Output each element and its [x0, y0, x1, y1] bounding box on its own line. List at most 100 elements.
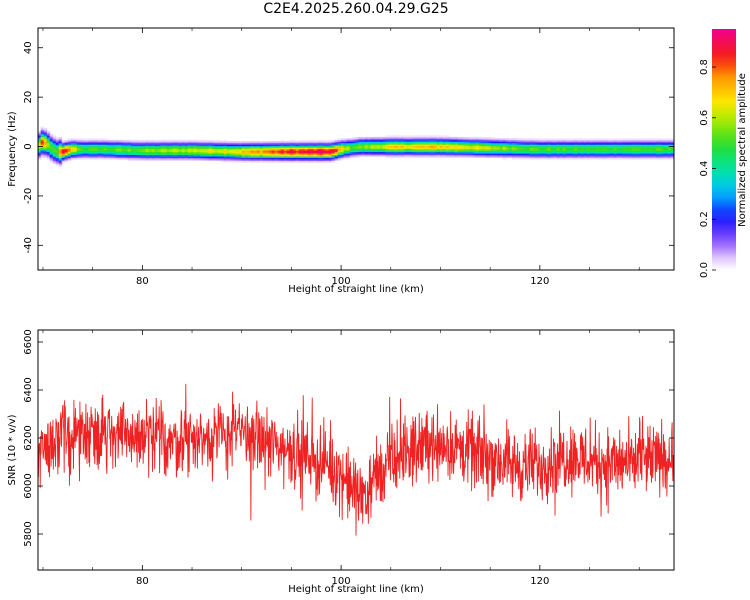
heatmap-cell: [412, 153, 417, 156]
heatmap-cell: [352, 148, 357, 151]
heatmap-cell: [634, 141, 639, 144]
heatmap-cell: [193, 139, 198, 142]
heatmap-cell: [109, 157, 114, 160]
heatmap-cell: [277, 145, 282, 148]
heatmap-cell: [385, 136, 390, 139]
heatmap-cell: [394, 153, 399, 156]
heatmap-cell: [433, 135, 438, 138]
heatmap-cell: [49, 142, 54, 145]
heatmap-cell: [205, 145, 210, 148]
heatmap-cell: [316, 139, 321, 142]
heatmap-cell: [370, 142, 375, 145]
heatmap-cell: [55, 154, 60, 157]
heatmap-cell: [112, 153, 117, 156]
heatmap-cell: [424, 148, 429, 151]
heatmap-cell: [571, 154, 576, 157]
heatmap-cell: [316, 153, 321, 156]
heatmap-cell: [181, 141, 186, 144]
heatmap-cell: [193, 141, 198, 144]
heatmap-cell: [637, 144, 642, 147]
heatmap-cell: [280, 160, 285, 163]
heatmap-cell: [208, 150, 213, 153]
heatmap-cell: [604, 141, 609, 144]
heatmap-cell: [616, 156, 621, 159]
heatmap-cell: [85, 147, 90, 150]
heatmap-cell: [127, 156, 132, 159]
heatmap-cell: [49, 138, 54, 141]
heatmap-cell: [316, 157, 321, 160]
heatmap-cell: [292, 151, 297, 154]
heatmap-cell: [274, 141, 279, 144]
heatmap-cell: [427, 135, 432, 138]
heatmap-cell: [469, 156, 474, 159]
heatmap-cell: [313, 160, 318, 163]
heatmap-cell: [574, 157, 579, 160]
heatmap-cell: [100, 150, 105, 153]
heatmap-cell: [49, 141, 54, 144]
heatmap-cell: [610, 151, 615, 154]
heatmap-cell: [331, 142, 336, 145]
heatmap-cell: [247, 157, 252, 160]
heatmap-cell: [373, 142, 378, 145]
heatmap-cell: [430, 141, 435, 144]
heatmap-cell: [535, 138, 540, 141]
heatmap-cell: [646, 148, 651, 151]
heatmap-cell: [115, 157, 120, 160]
heatmap-cell: [433, 136, 438, 139]
heatmap-cell: [442, 154, 447, 157]
heatmap-cell: [301, 156, 306, 159]
heatmap-cell: [394, 151, 399, 154]
heatmap-cell: [349, 145, 354, 148]
heatmap-cell: [502, 148, 507, 151]
heatmap-cell: [337, 144, 342, 147]
heatmap-cell: [610, 150, 615, 153]
heatmap-cell: [268, 142, 273, 145]
heatmap-cell: [325, 157, 330, 160]
heatmap-cell: [106, 139, 111, 142]
heatmap-cell: [307, 159, 312, 162]
heatmap-cell: [559, 157, 564, 160]
heatmap-cell: [88, 145, 93, 148]
heatmap-cell: [364, 138, 369, 141]
heatmap-cell: [646, 139, 651, 142]
heatmap-cell: [343, 153, 348, 156]
heatmap-cell: [604, 151, 609, 154]
heatmap-cell: [154, 150, 159, 153]
heatmap-cell: [256, 144, 261, 147]
heatmap-cell: [421, 153, 426, 156]
heatmap-cell: [559, 141, 564, 144]
heatmap-cell: [397, 144, 402, 147]
heatmap-cell: [64, 159, 69, 162]
heatmap-cell: [475, 144, 480, 147]
heatmap-cell: [262, 156, 267, 159]
heatmap-cell: [46, 148, 51, 151]
heatmap-cell: [64, 144, 69, 147]
heatmap-cell: [61, 159, 66, 162]
heatmap-cell: [259, 141, 264, 144]
heatmap-cell: [475, 153, 480, 156]
heatmap-cell: [280, 151, 285, 154]
heatmap-cell: [448, 139, 453, 142]
heatmap-cell: [211, 141, 216, 144]
heatmap-cell: [274, 150, 279, 153]
heatmap-cell: [451, 148, 456, 151]
heatmap-cell: [529, 156, 534, 159]
heatmap-cell: [43, 138, 48, 141]
heatmap-cell: [310, 159, 315, 162]
heatmap-cell: [349, 139, 354, 142]
heatmap-cell: [232, 145, 237, 148]
heatmap-cell: [415, 141, 420, 144]
heatmap-cell: [349, 148, 354, 151]
heatmap-cell: [100, 144, 105, 147]
heatmap-cell: [166, 139, 171, 142]
heatmap-cell: [244, 144, 249, 147]
heatmap-cell: [139, 151, 144, 154]
heatmap-cell: [304, 145, 309, 148]
heatmap-cell: [178, 147, 183, 150]
heatmap-cell: [436, 156, 441, 159]
heatmap-cell: [538, 142, 543, 145]
heatmap-cell: [337, 141, 342, 144]
heatmap-cell: [643, 156, 648, 159]
heatmap-cell: [397, 150, 402, 153]
heatmap-cell: [439, 144, 444, 147]
